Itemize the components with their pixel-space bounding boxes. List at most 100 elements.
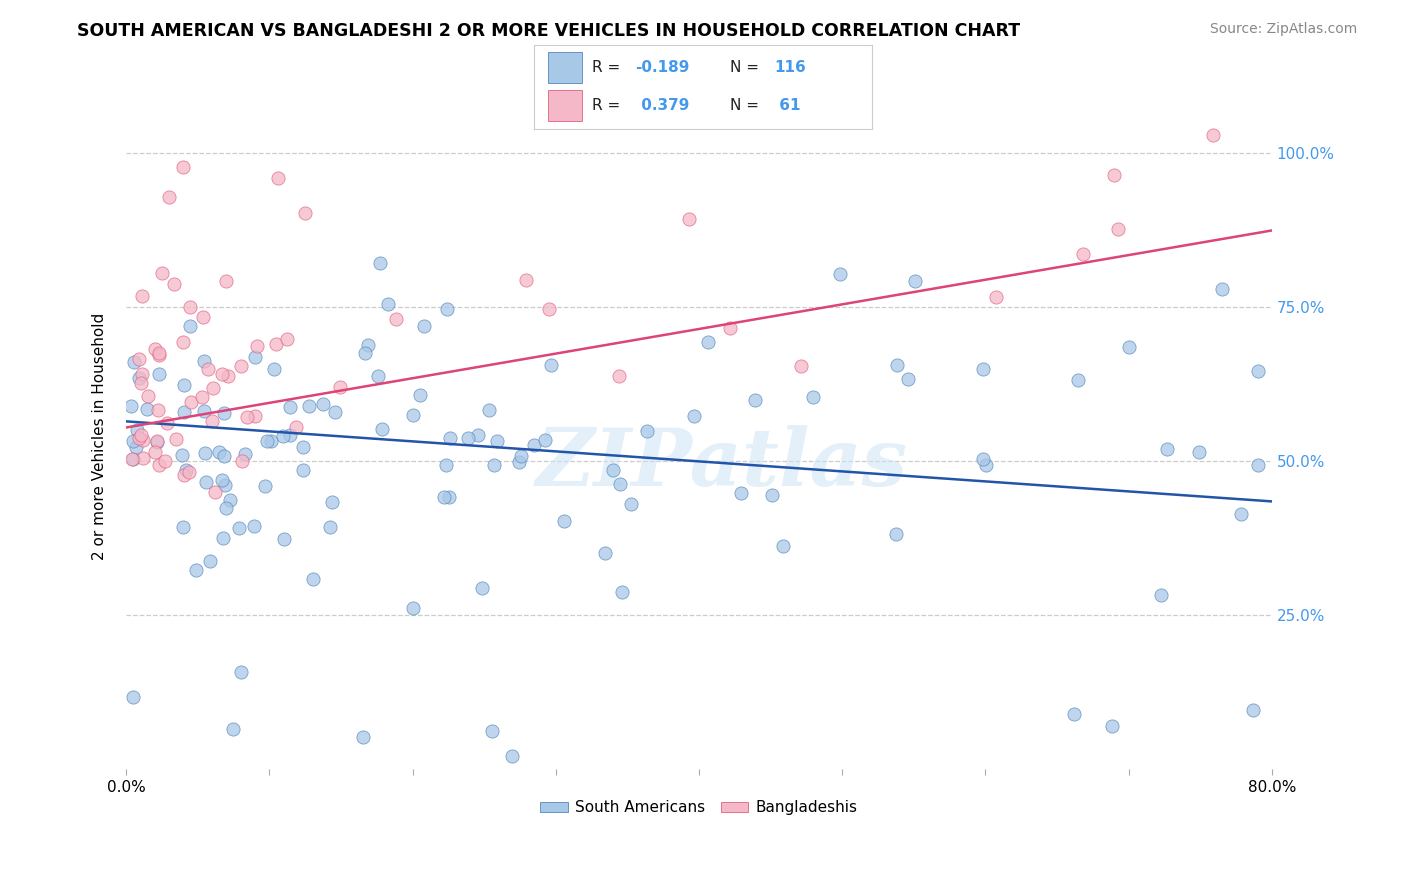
Point [198,554,221,568]
Point [508,455,530,469]
Point [212,406,235,420]
Point [353,731,375,745]
Point [986,290,1008,304]
Text: R =: R = [592,98,624,113]
Point [194,475,217,489]
Point [1241,703,1264,717]
Point [217,369,239,384]
Text: N =: N = [730,60,763,75]
Point [214,500,236,515]
Point [193,404,215,418]
Point [148,348,170,362]
Point [211,367,233,381]
Point [179,465,201,479]
Point [1118,340,1140,354]
Point [264,337,287,351]
Point [484,458,506,472]
Point [172,160,194,174]
Point [1246,363,1268,377]
Point [436,301,458,316]
Point [179,300,201,314]
Point [148,346,170,360]
Point [121,451,143,466]
Point [243,518,266,533]
Point [610,585,633,599]
Point [172,448,194,462]
Point [402,601,425,615]
Point [254,479,277,493]
Point [148,458,170,472]
Point [974,458,997,472]
Point [302,572,325,586]
Point [245,409,267,424]
Point [325,405,347,419]
Point [146,403,169,417]
Point [236,410,259,425]
Point [298,399,321,413]
FancyBboxPatch shape [548,53,582,83]
Point [132,433,155,447]
Point [368,255,391,269]
Point [214,477,236,491]
Point [292,440,315,454]
Point [354,346,377,360]
Point [173,405,195,419]
Point [273,532,295,546]
Point [278,428,301,442]
Legend: South Americans, Bangladeshis: South Americans, Bangladeshis [534,794,863,822]
Point [131,368,153,382]
Point [276,332,298,346]
Point [129,427,152,442]
Point [136,388,159,402]
Point [457,431,479,445]
Point [402,408,425,422]
Point [122,355,145,369]
Point [229,665,252,679]
Point [172,520,194,534]
Point [229,359,252,373]
Point [367,369,389,384]
Point [165,432,187,446]
Point [231,454,253,468]
Point [329,380,352,394]
Point [153,454,176,468]
Point [433,491,456,505]
Point [471,582,494,596]
Point [434,458,457,472]
Point [292,463,315,477]
Point [683,409,706,423]
FancyBboxPatch shape [548,90,582,120]
Point [678,212,700,227]
Point [620,497,643,511]
Point [284,419,307,434]
Point [801,391,824,405]
Point [1104,168,1126,182]
Point [437,490,460,504]
Y-axis label: 2 or more Vehicles in Household: 2 or more Vehicles in Household [93,313,107,560]
Text: Source: ZipAtlas.com: Source: ZipAtlas.com [1209,22,1357,37]
Text: 116: 116 [773,60,806,75]
Point [294,205,316,219]
Point [256,434,278,449]
Text: 0.379: 0.379 [636,98,689,113]
Point [172,334,194,349]
Point [696,335,718,350]
Point [515,272,537,286]
Point [179,318,201,333]
Point [510,449,533,463]
Point [1063,706,1085,721]
Point [830,267,852,281]
Point [718,321,741,335]
Point [146,434,169,448]
Point [128,431,150,445]
Point [1202,128,1225,142]
Point [412,319,434,334]
Point [609,477,631,491]
Point [131,289,153,303]
Point [233,447,256,461]
Point [207,445,229,459]
Point [371,422,394,436]
Point [136,401,159,416]
Point [194,446,217,460]
Point [1107,222,1129,236]
